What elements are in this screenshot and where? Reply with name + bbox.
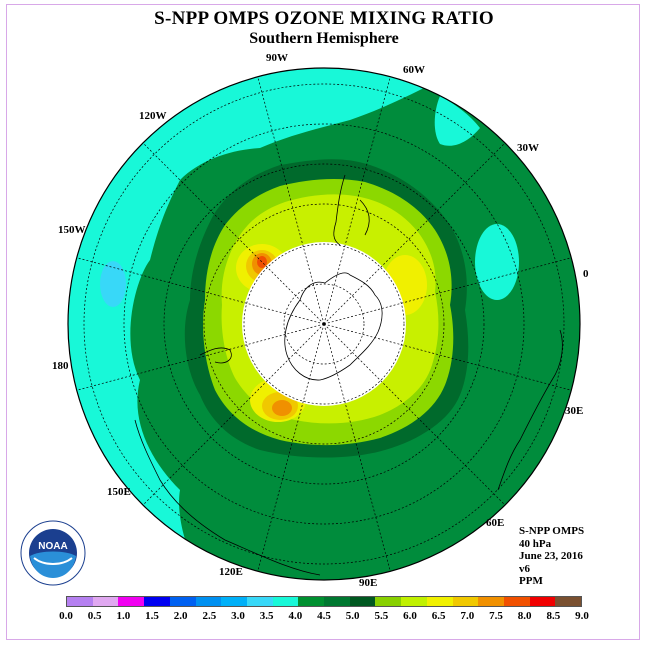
- meridian-lines: [76, 76, 572, 572]
- lon-label-150e: 150E: [107, 486, 131, 498]
- colorbar-segment: [298, 597, 325, 606]
- africa-coastline: [497, 329, 563, 491]
- map-boundary: [67, 67, 581, 581]
- colorbar-tick-label: 9.0: [575, 610, 589, 622]
- lon-label-180: 180: [52, 360, 69, 372]
- colorbar-segment: [324, 597, 350, 606]
- figure-border: [6, 4, 640, 640]
- colorbar-tick-label: 4.5: [317, 610, 331, 622]
- lon-label-30w: 30W: [517, 142, 539, 154]
- meridian-line: [323, 76, 391, 325]
- info-instrument: S-NPP OMPS: [519, 525, 585, 537]
- colorbar-tick-label: 3.0: [231, 610, 245, 622]
- latitude-circle-4: [283, 283, 365, 365]
- colorbar-segment: [426, 597, 453, 606]
- low-ozone-patch-east: [475, 224, 519, 300]
- colorbar-segment: [272, 597, 299, 606]
- latitude-circle-1: [243, 243, 405, 405]
- new-zealand-coastline: [199, 347, 232, 364]
- lon-label-150w: 150W: [58, 224, 86, 236]
- meridian-line: [257, 323, 325, 572]
- colorbar-tick-label: 2.0: [173, 610, 188, 622]
- lon-label-120e: 120E: [219, 566, 243, 578]
- lon-label-30e: 30E: [565, 405, 584, 417]
- lon-label-90e: 90E: [359, 577, 378, 589]
- colorbar-segment: [478, 597, 504, 606]
- colorbar-tick-label: 6.0: [403, 610, 417, 622]
- colorbar-segment: [221, 597, 247, 606]
- info-block: S-NPP OMPS 40 hPa June 23, 2016 v6 PPM: [519, 525, 584, 588]
- colorbar: [66, 596, 582, 607]
- meridian-line: [76, 323, 325, 391]
- lon-label-60e: 60E: [486, 517, 505, 529]
- latitude-circle-2: [163, 163, 485, 485]
- colorbar-segment: [529, 597, 556, 606]
- colorbar-tick-label: 2.5: [202, 610, 217, 622]
- field-contour-80-west: [257, 256, 267, 268]
- colorbar-segment: [503, 597, 530, 606]
- low-ozone-patch-northeast: [434, 96, 480, 146]
- colorbar-segment: [349, 597, 376, 606]
- colorbar-tick-label: 8.0: [517, 610, 532, 622]
- colorbar-segment: [401, 597, 427, 606]
- meridian-line: [323, 142, 506, 325]
- field-contour-75-south: [272, 400, 292, 416]
- colorbar-segment: [452, 597, 479, 606]
- meridian-line: [142, 323, 325, 506]
- colorbar-tick-label: 0.5: [87, 610, 102, 622]
- info-level: 40 hPa: [519, 537, 552, 550]
- colorbar-tick-label: 1.0: [116, 610, 131, 622]
- noaa-logo-icon: NOAA: [20, 520, 86, 586]
- south-america-coastline: [333, 174, 370, 246]
- colorbar-tick-label: 3.5: [259, 610, 274, 622]
- colorbar-segment: [555, 597, 582, 606]
- lon-label-0: 0: [583, 268, 589, 280]
- australia-coastline: [134, 419, 321, 576]
- colorbar-tick-label: 8.5: [546, 610, 561, 622]
- meridian-line: [257, 76, 325, 325]
- lon-label-60w: 60W: [403, 64, 425, 76]
- colorbar-ticks: 0.0 0.5 1.0 1.5 2.0 2.5 3.0 3.5 4.0 4.5 5.0 5.5 6.0 6…: [0, 610, 648, 624]
- colorbar-tick-label: 4.0: [288, 610, 303, 622]
- colorbar-segment: [169, 597, 196, 606]
- info-version: v6: [519, 562, 530, 575]
- lon-label-120w: 120W: [139, 110, 167, 122]
- colorbar-tick-label: 7.5: [489, 610, 503, 622]
- meridian-line: [323, 323, 572, 391]
- colorbar-segment: [144, 597, 170, 606]
- meridian-line: [323, 257, 572, 325]
- info-units: PPM: [519, 575, 543, 587]
- colorbar-tick-label: 5.5: [374, 610, 389, 622]
- latitude-circle-6: [123, 123, 525, 525]
- meridian-line: [323, 323, 506, 506]
- colorbar-segment: [118, 597, 145, 606]
- colorbar-tick-label: 0.0: [59, 610, 73, 622]
- latitude-circle-5: [203, 203, 445, 445]
- colorbar-segment: [92, 597, 119, 606]
- colorbar-tick-label: 7.0: [460, 610, 475, 622]
- noaa-logo-text: NOAA: [38, 541, 67, 552]
- info-date: June 23, 2016: [519, 550, 583, 562]
- meridian-line: [76, 257, 325, 325]
- colorbar-segment: [195, 597, 222, 606]
- meridian-line: [323, 323, 391, 572]
- colorbar-segment: [67, 597, 93, 606]
- colorbar-tick-label: 6.5: [431, 610, 446, 622]
- colorbar-segment: [375, 597, 402, 606]
- map-subtitle: Southern Hemisphere: [249, 30, 399, 47]
- low-ozone-patch-west: [100, 261, 126, 307]
- colorbar-tick-label: 5.0: [345, 610, 360, 622]
- colorbar-segment: [246, 597, 273, 606]
- lon-label-90w: 90W: [266, 52, 288, 64]
- colorbar-tick-label: 1.5: [145, 610, 159, 622]
- antarctica-coastline: [284, 272, 383, 381]
- latitude-circle-3: [83, 83, 565, 565]
- meridian-line: [142, 142, 325, 325]
- map-title: S-NPP OMPS OZONE MIXING RATIO: [154, 8, 494, 29]
